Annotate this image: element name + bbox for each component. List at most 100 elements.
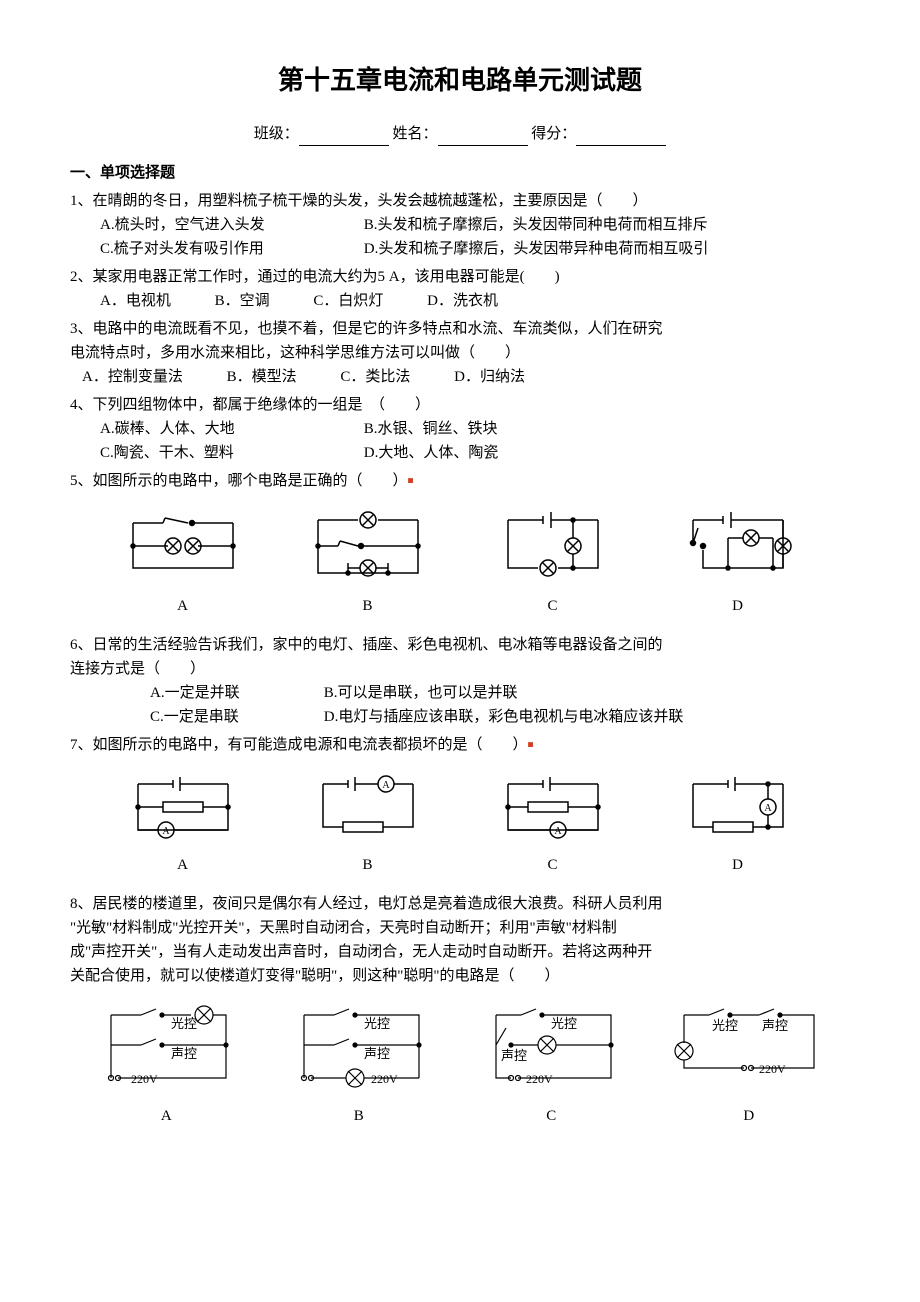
svg-text:声控: 声控 [762,1018,788,1033]
q6-opt-c: C.一定是串联 [150,705,320,729]
q8-circuit-a: 光控 声控 220V A [86,1003,246,1128]
svg-text:光控: 光控 [712,1018,738,1033]
q5-circuit-d: D [668,508,808,618]
question-5: 5、如图所示的电路中，哪个电路是正确的（ ）■ A [70,469,850,618]
svg-text:220V: 220V [759,1062,786,1076]
q6-opt-b: B.可以是串联，也可以是并联 [324,685,518,701]
q1-stem: 1、在晴朗的冬日，用塑料梳子梳干燥的头发，头发会越梳越蓬松，主要原因是（ ） [70,189,850,213]
q5-label-d: D [668,594,808,618]
circuit-7b-icon: A [303,772,433,847]
q4-opt-a: A.碳棒、人体、大地 [100,417,360,441]
q7-label-d: D [673,853,803,877]
question-7: 7、如图所示的电路中，有可能造成电源和电流表都损坏的是（ ）■ A A [70,733,850,877]
q2-stem: 2、某家用电器正常工作时，通过的电流大约为5 A，该用电器可能是( ) [70,265,850,289]
q3-opt-a: A．控制变量法 [82,365,183,389]
svg-text:光控: 光控 [551,1016,577,1031]
q8-stem1: 8、居民楼的楼道里，夜间只是偶尔有人经过，电灯总是亮着造成很大浪费。科研人员利用 [70,892,850,916]
svg-text:A: A [162,826,170,837]
q4-opt-c: C.陶瓷、干木、塑料 [100,441,360,465]
q3-opt-b: B．模型法 [227,365,297,389]
q3-stem1: 3、电路中的电流既看不见，也摸不着，但是它的许多特点和水流、车流类似，人们在研究 [70,317,850,341]
q5-stem: 5、如图所示的电路中，哪个电路是正确的（ ）■ [70,469,850,493]
q5-label-b: B [298,594,438,618]
circuit-c-icon [483,508,623,588]
q5-circuits: A B [90,508,830,618]
q6-opt-d: D.电灯与插座应该串联，彩色电视机与电冰箱应该并联 [324,709,684,725]
red-mark-icon: ■ [528,739,534,750]
q7-circuits: A A A B [90,772,830,877]
q1-opt-b: B.头发和梳子摩擦后，头发因带同种电荷而相互排斥 [364,217,708,233]
class-label: 班级： [254,126,299,142]
q5-circuit-c: C [483,508,623,618]
circuit-8a-icon: 光控 声控 220V [86,1003,246,1098]
q8-stem3: 成"声控开关"，当有人走动发出声音时，自动闭合，无人走动时自动断开。若将这两种开 [70,940,850,964]
name-blank [438,127,528,146]
page-title: 第十五章电流和电路单元测试题 [70,60,850,102]
circuit-d-icon [668,508,808,588]
q2-opt-c: C．白炽灯 [313,289,383,313]
q7-label-a: A [118,853,248,877]
circuit-7d-icon: A [673,772,803,847]
q8-circuits: 光控 声控 220V A 光控 [70,1003,850,1128]
q7-label-c: C [488,853,618,877]
q5-circuit-b: B [298,508,438,618]
svg-text:220V: 220V [371,1072,398,1086]
q4-stem: 4、下列四组物体中，都属于绝缘体的一组是 （ ） [70,393,850,417]
q8-circuit-d: 光控 声控 220V D [664,1003,834,1128]
header-line: 班级： 姓名： 得分： [70,122,850,146]
q5-circuit-a: A [113,508,253,618]
q6-stem2: 连接方式是（ ） [70,657,850,681]
q3-opt-c: C．类比法 [340,365,410,389]
q8-label-d: D [664,1104,834,1128]
q7-stem: 7、如图所示的电路中，有可能造成电源和电流表都损坏的是（ ）■ [70,733,850,757]
red-mark-icon: ■ [408,475,414,486]
question-6: 6、日常的生活经验告诉我们，家中的电灯、插座、彩色电视机、电冰箱等电器设备之间的… [70,633,850,729]
svg-text:声控: 声控 [501,1048,527,1063]
q6-stem1: 6、日常的生活经验告诉我们，家中的电灯、插座、彩色电视机、电冰箱等电器设备之间的 [70,633,850,657]
q8-stem2: "光敏"材料制成"光控开关"，天黑时自动闭合，天亮时自动断开；利用"声敏"材料制 [70,916,850,940]
svg-text:声控: 声控 [364,1046,390,1061]
q2-opt-b: B．空调 [215,289,270,313]
circuit-8d-icon: 光控 声控 220V [664,1003,834,1098]
q8-label-c: C [471,1104,631,1128]
q8-label-a: A [86,1104,246,1128]
q8-circuit-b: 光控 声控 220V B [279,1003,439,1128]
q3-stem2: 电流特点时，多用水流来相比，这种科学思维方法可以叫做（ ） [70,341,850,365]
svg-text:220V: 220V [131,1072,158,1086]
svg-text:光控: 光控 [171,1016,197,1031]
question-8: 8、居民楼的楼道里，夜间只是偶尔有人经过，电灯总是亮着造成很大浪费。科研人员利用… [70,892,850,1128]
circuit-8b-icon: 光控 声控 220V [279,1003,439,1098]
section-1-title: 一、单项选择题 [70,161,850,185]
q5-label-c: C [483,594,623,618]
svg-text:220V: 220V [526,1072,553,1086]
q7-circuit-a: A A [118,772,248,877]
svg-text:A: A [554,826,562,837]
svg-text:声控: 声控 [171,1046,197,1061]
q4-opt-d: D.大地、人体、陶瓷 [364,445,499,461]
q5-label-a: A [113,594,253,618]
circuit-8c-icon: 光控 声控 220V [471,1003,631,1098]
q6-opt-a: A.一定是并联 [150,681,320,705]
q3-opt-d: D．归纳法 [454,365,525,389]
q7-circuit-b: A B [303,772,433,877]
question-2: 2、某家用电器正常工作时，通过的电流大约为5 A，该用电器可能是( ) A．电视… [70,265,850,313]
circuit-b-icon [298,508,438,588]
question-3: 3、电路中的电流既看不见，也摸不着，但是它的许多特点和水流、车流类似，人们在研究… [70,317,850,389]
circuit-7a-icon: A [118,772,248,847]
class-blank [299,127,389,146]
name-label: 姓名： [392,126,437,142]
svg-text:A: A [382,780,390,791]
q2-opt-a: A．电视机 [100,289,171,313]
svg-text:A: A [764,803,772,814]
q7-label-b: B [303,853,433,877]
q4-opt-b: B.水银、铜丝、铁块 [364,421,498,437]
circuit-7c-icon: A [488,772,618,847]
q7-circuit-c: A C [488,772,618,877]
question-1: 1、在晴朗的冬日，用塑料梳子梳干燥的头发，头发会越梳越蓬松，主要原因是（ ） A… [70,189,850,261]
q1-opt-c: C.梳子对头发有吸引作用 [100,237,360,261]
q8-label-b: B [279,1104,439,1128]
q7-circuit-d: A D [673,772,803,877]
q1-opt-a: A.梳头时，空气进入头发 [100,213,360,237]
question-4: 4、下列四组物体中，都属于绝缘体的一组是 （ ） A.碳棒、人体、大地 B.水银… [70,393,850,465]
q8-stem4: 关配合使用，就可以使楼道灯变得"聪明"，则这种"聪明"的电路是（ ） [70,964,850,988]
